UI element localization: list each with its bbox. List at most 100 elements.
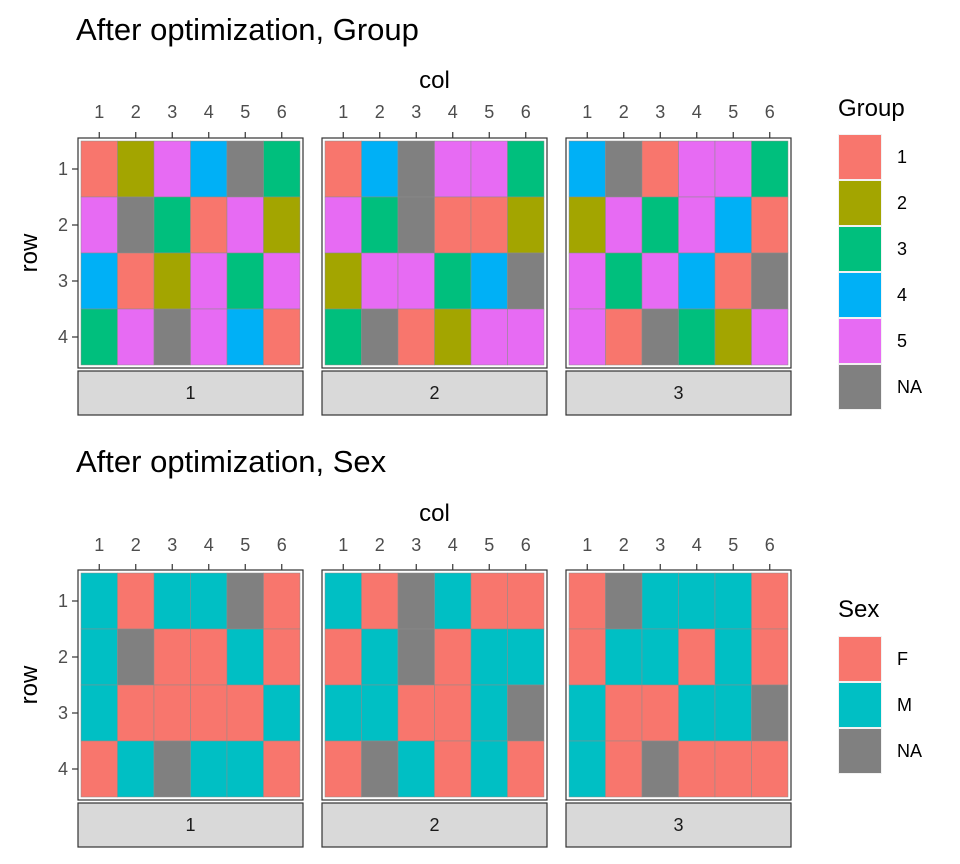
cell-r4-c6: [263, 308, 301, 366]
facet-strip: [77, 802, 304, 848]
cell-r1-c4: [190, 140, 228, 198]
cell-r2-c6: [507, 196, 545, 254]
cell-r1-c1: [324, 140, 362, 198]
cell-r3-c1: [568, 684, 606, 742]
cell-r1-c1: [568, 140, 606, 198]
cell-r1-c1: [80, 140, 118, 198]
cell-r2-c2: [117, 628, 155, 686]
cell-r2-c6: [751, 628, 789, 686]
cell-r2-c1: [568, 628, 606, 686]
x-tick-label: 6: [277, 535, 287, 555]
cell-r1-c3: [397, 572, 435, 630]
cell-r1-c4: [678, 572, 716, 630]
legend-swatch-M: [839, 683, 881, 727]
cell-r2-c5: [714, 196, 752, 254]
cell-r4-c3: [153, 740, 191, 798]
cell-r1-c6: [751, 572, 789, 630]
cell-r1-c5: [714, 572, 752, 630]
cell-r4-c6: [263, 740, 301, 798]
x-tick-label: 5: [240, 102, 250, 122]
legend-label: 1: [897, 147, 907, 167]
y-axis-title: row: [16, 665, 43, 704]
facet-strip: [565, 370, 792, 416]
cell-r3-c4: [190, 684, 228, 742]
legend: Group 1 2 3 4 5 NA: [838, 95, 922, 410]
cell-r1-c6: [507, 572, 545, 630]
legend-swatch-2: [839, 181, 881, 225]
cell-r1-c6: [263, 572, 301, 630]
facet-strip-label: 1: [185, 815, 195, 835]
legend: Sex F M NA: [838, 596, 922, 774]
x-tick-label: 4: [204, 102, 214, 122]
cell-r3-c2: [361, 252, 399, 310]
cell-r3-c3: [153, 252, 191, 310]
cell-r3-c4: [678, 252, 716, 310]
facet-panel-1: 1 2 3 4 5 6 1 2 3 4 1: [58, 535, 304, 848]
y-tick-label: 4: [58, 327, 68, 347]
facet-strip: [565, 802, 792, 848]
cell-r1-c5: [714, 140, 752, 198]
cell-r4-c4: [434, 308, 472, 366]
y-tick-label: 1: [58, 591, 68, 611]
cell-r2-c5: [470, 196, 508, 254]
legend-swatch-NA: [839, 365, 881, 409]
cell-r4-c5: [470, 308, 508, 366]
cell-r3-c3: [641, 684, 679, 742]
cell-r4-c1: [324, 308, 362, 366]
cell-r2-c4: [678, 628, 716, 686]
cell-r3-c2: [361, 684, 399, 742]
x-tick-label: 3: [655, 102, 665, 122]
facet-panel-2: 1 2 3 4 5 6 2: [321, 102, 548, 416]
cell-r2-c1: [80, 628, 118, 686]
cell-r4-c6: [507, 308, 545, 366]
x-tick-label: 1: [94, 102, 104, 122]
x-tick-label: 2: [131, 102, 141, 122]
cell-r4-c5: [714, 308, 752, 366]
legend-label: F: [897, 649, 908, 669]
cell-r2-c3: [153, 196, 191, 254]
cell-r4-c4: [190, 308, 228, 366]
legend-label: NA: [897, 377, 922, 397]
cell-r1-c3: [641, 140, 679, 198]
chart-title: After optimization, Sex: [76, 444, 387, 479]
y-axis-title: row: [16, 233, 43, 272]
x-tick-label: 1: [582, 535, 592, 555]
cell-r4-c2: [605, 308, 643, 366]
cell-r2-c6: [263, 628, 301, 686]
cell-r1-c5: [470, 140, 508, 198]
cell-r2-c3: [397, 628, 435, 686]
panel-border: [565, 569, 792, 801]
legend-swatch-3: [839, 227, 881, 271]
facet-panel-3: 1 2 3 4 5 6 3: [565, 535, 792, 848]
cell-r1-c6: [263, 140, 301, 198]
cell-r3-c2: [605, 252, 643, 310]
cell-r4-c2: [605, 740, 643, 798]
cell-r4-c1: [80, 308, 118, 366]
y-tick-label: 2: [58, 647, 68, 667]
x-tick-label: 1: [338, 535, 348, 555]
cell-r2-c1: [324, 628, 362, 686]
cell-r4-c5: [714, 740, 752, 798]
x-axis-title: col: [419, 500, 450, 527]
cell-r3-c2: [117, 252, 155, 310]
cell-r2-c5: [226, 196, 264, 254]
cell-r4-c4: [678, 308, 716, 366]
x-tick-label: 6: [765, 102, 775, 122]
cell-r1-c1: [80, 572, 118, 630]
legend-title: Group: [838, 95, 905, 122]
x-tick-label: 2: [375, 535, 385, 555]
cell-r2-c6: [751, 196, 789, 254]
cell-r4-c5: [226, 740, 264, 798]
facet-strip: [321, 802, 548, 848]
panel-border: [77, 569, 304, 801]
cell-r4-c1: [80, 740, 118, 798]
cell-r4-c5: [470, 740, 508, 798]
cell-r3-c1: [80, 252, 118, 310]
cell-r2-c4: [190, 196, 228, 254]
cell-r2-c6: [507, 628, 545, 686]
cell-r3-c4: [190, 252, 228, 310]
cell-r1-c3: [153, 140, 191, 198]
cell-r4-c2: [361, 308, 399, 366]
